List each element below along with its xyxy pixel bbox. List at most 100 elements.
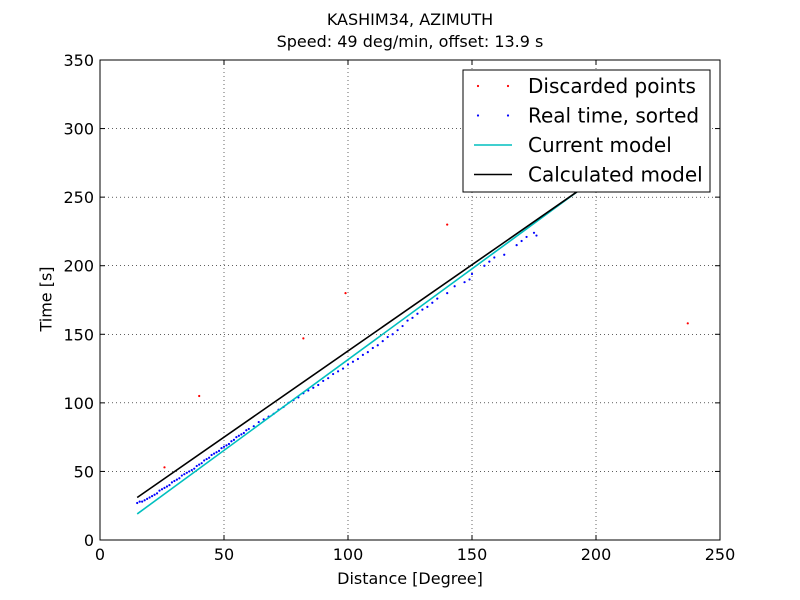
data-point — [483, 264, 486, 267]
data-point — [366, 351, 369, 354]
data-point — [391, 333, 394, 336]
data-point — [163, 486, 166, 489]
data-point — [200, 462, 203, 465]
data-point — [463, 281, 466, 284]
data-point — [322, 379, 325, 383]
data-point — [312, 386, 315, 389]
data-point — [426, 305, 429, 308]
data-point — [190, 468, 193, 472]
data-point — [217, 449, 221, 452]
data-point — [468, 278, 471, 281]
data-point — [371, 346, 374, 350]
data-point — [488, 260, 491, 263]
data-point — [178, 477, 181, 480]
model-line — [136, 188, 582, 499]
x-tick-label: 50 — [214, 545, 234, 564]
data-point — [188, 470, 191, 473]
data-point — [446, 292, 449, 295]
data-point — [208, 456, 211, 459]
data-point — [525, 235, 528, 239]
legend-point-swatch — [506, 84, 510, 88]
data-point — [436, 297, 439, 300]
data-point — [332, 372, 335, 376]
data-point — [227, 442, 231, 446]
data-point — [160, 488, 164, 491]
data-point — [215, 451, 218, 454]
data-point — [262, 418, 265, 421]
y-tick-label: 150 — [63, 325, 94, 344]
legend-entry: Calculated model — [474, 163, 703, 187]
data-point — [401, 324, 404, 328]
legend-label: Discarded points — [528, 74, 696, 98]
data-point — [386, 335, 389, 339]
y-tick-label: 300 — [63, 120, 94, 139]
x-tick-label: 0 — [95, 545, 105, 564]
data-point — [193, 467, 196, 470]
plot-frame — [99, 59, 721, 541]
y-tick-label: 50 — [74, 462, 94, 481]
data-point — [406, 319, 409, 322]
data-point — [163, 466, 166, 469]
y-tick-label: 250 — [63, 188, 94, 207]
data-point — [351, 360, 355, 363]
data-point — [520, 239, 523, 243]
legend-entry: Real time, sorted — [476, 104, 699, 128]
data-point — [376, 344, 379, 347]
data-point — [361, 353, 364, 356]
data-point — [146, 497, 149, 500]
data-point — [470, 272, 474, 276]
data-point — [245, 429, 248, 432]
data-point — [431, 301, 434, 304]
data-point — [532, 231, 536, 234]
y-tick-label: 350 — [63, 51, 94, 70]
legend: Discarded points Real time, sorted Current… — [462, 69, 711, 193]
data-point — [175, 478, 178, 481]
legend-point-swatch — [506, 114, 510, 117]
y-tick-label: 100 — [63, 394, 94, 413]
data-point — [173, 479, 176, 483]
data-point — [168, 484, 171, 487]
legend-box — [462, 69, 711, 193]
data-point — [247, 427, 250, 431]
data-point — [203, 459, 206, 462]
data-point — [205, 457, 208, 461]
data-point — [198, 463, 201, 466]
legend-label: Current model — [528, 133, 672, 157]
data-point — [381, 340, 384, 343]
data-point — [230, 440, 233, 443]
data-point — [302, 337, 305, 340]
data-point — [235, 436, 238, 439]
data-point — [327, 377, 330, 380]
y-tick-label: 200 — [63, 257, 94, 276]
x-tick-label: 200 — [581, 545, 612, 564]
data-point — [155, 492, 159, 495]
data-point — [222, 445, 226, 448]
model-line — [136, 188, 582, 515]
data-point — [446, 223, 449, 226]
legend-label: Calculated model — [528, 163, 703, 187]
data-point — [185, 471, 188, 474]
data-point — [136, 501, 139, 505]
data-point — [257, 420, 260, 424]
data-point — [240, 433, 243, 436]
data-point — [344, 292, 347, 295]
legend-entry: Discarded points — [476, 74, 696, 98]
data-point — [225, 444, 228, 447]
data-point — [686, 322, 689, 325]
data-point — [143, 499, 146, 502]
data-point — [242, 431, 245, 435]
chart-subtitle: Speed: 49 deg/min, offset: 13.9 s — [276, 32, 544, 51]
data-point — [165, 485, 169, 488]
data-point — [346, 363, 350, 366]
data-point — [535, 234, 538, 237]
data-point — [158, 489, 161, 492]
data-point — [170, 481, 174, 484]
data-point — [421, 308, 424, 311]
data-point — [356, 357, 360, 361]
data-point — [317, 383, 320, 387]
y-tick-label: 0 — [84, 531, 94, 550]
x-axis-label: Distance [Degree] — [337, 569, 483, 588]
x-tick-label: 250 — [705, 545, 736, 564]
data-point — [515, 244, 518, 247]
